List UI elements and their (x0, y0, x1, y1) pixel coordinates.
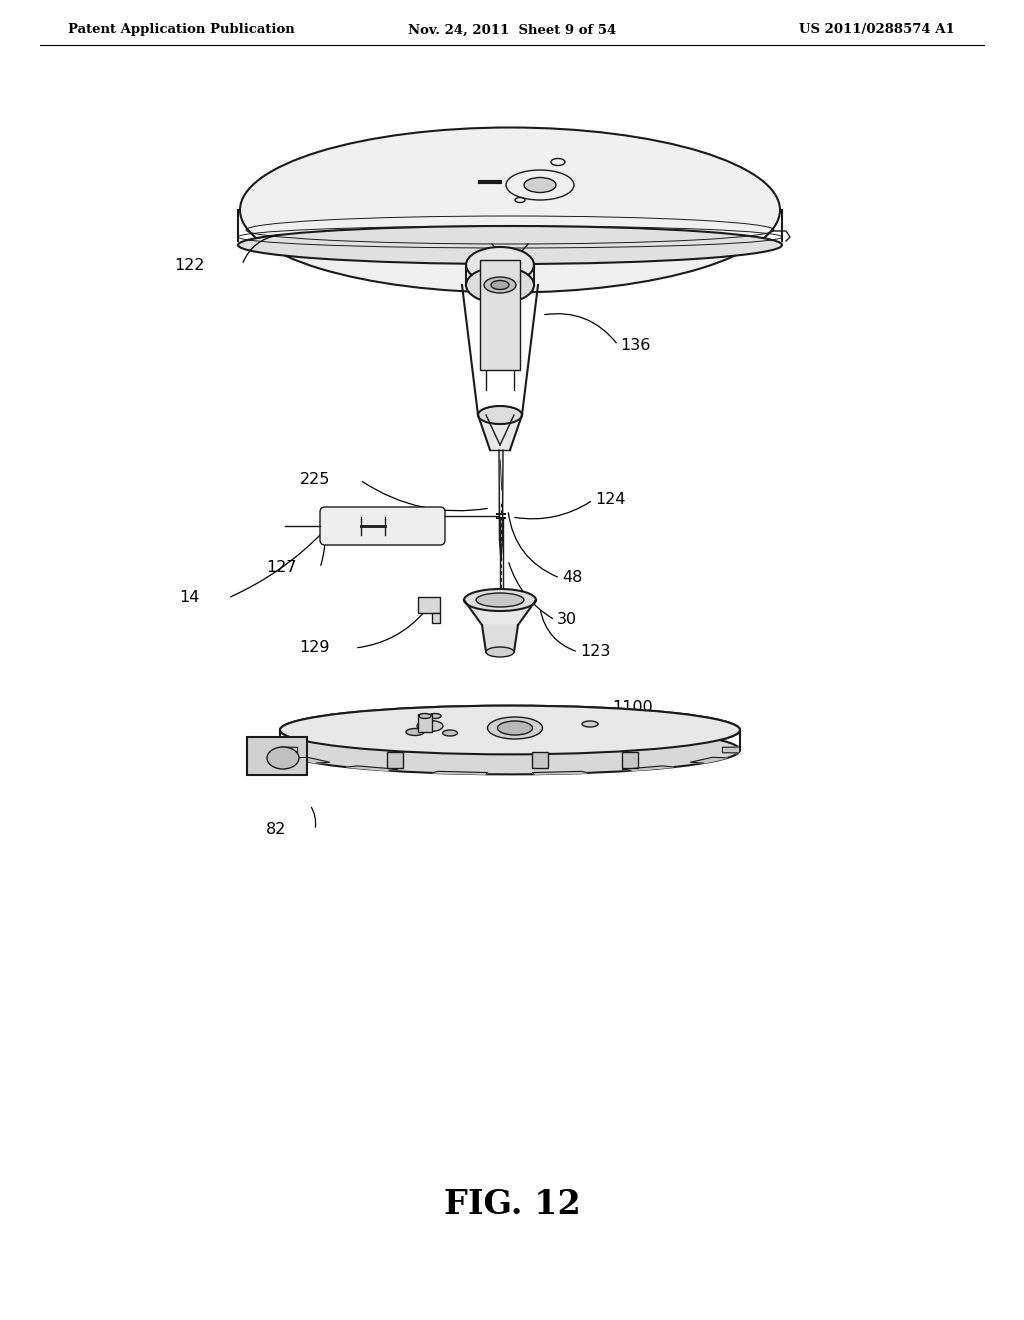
Bar (418, 714, 432, 733)
Polygon shape (292, 758, 330, 763)
Ellipse shape (524, 177, 556, 193)
Bar (480, 260, 520, 370)
Ellipse shape (484, 277, 516, 293)
Polygon shape (282, 727, 298, 733)
Text: 82: 82 (265, 822, 286, 837)
Polygon shape (623, 766, 674, 771)
Ellipse shape (582, 721, 598, 727)
Text: 48: 48 (562, 570, 583, 586)
Text: Nov. 24, 2011  Sheet 9 of 54: Nov. 24, 2011 Sheet 9 of 54 (408, 24, 616, 37)
Text: FIG. 12: FIG. 12 (443, 1188, 581, 1221)
Text: US 2011/0288574 A1: US 2011/0288574 A1 (800, 24, 955, 37)
Ellipse shape (466, 267, 534, 304)
Bar (418, 597, 440, 612)
Ellipse shape (419, 714, 431, 718)
Text: Patent Application Publication: Patent Application Publication (68, 24, 295, 37)
Polygon shape (346, 709, 397, 714)
Polygon shape (532, 771, 588, 775)
Text: 136: 136 (620, 338, 650, 352)
Polygon shape (623, 746, 674, 751)
Ellipse shape (490, 281, 509, 289)
Ellipse shape (476, 593, 524, 607)
Ellipse shape (486, 647, 514, 657)
Ellipse shape (280, 706, 740, 754)
Polygon shape (723, 727, 738, 733)
Polygon shape (292, 717, 330, 722)
Polygon shape (690, 758, 728, 763)
Ellipse shape (498, 721, 532, 735)
Polygon shape (346, 746, 397, 751)
Polygon shape (499, 450, 503, 540)
Text: 123: 123 (580, 644, 610, 660)
Text: 124: 124 (595, 492, 626, 507)
Bar (432, 612, 440, 623)
Ellipse shape (417, 721, 443, 731)
Text: 14: 14 (179, 590, 200, 606)
Polygon shape (690, 717, 728, 722)
Polygon shape (432, 771, 487, 775)
Polygon shape (282, 747, 298, 752)
Text: 127: 127 (266, 561, 297, 576)
Polygon shape (723, 747, 738, 752)
Text: 122: 122 (174, 257, 205, 272)
Text: 30: 30 (557, 612, 578, 627)
Polygon shape (623, 709, 674, 714)
Ellipse shape (466, 247, 534, 282)
Polygon shape (292, 738, 330, 743)
Ellipse shape (464, 589, 536, 611)
Ellipse shape (406, 729, 424, 735)
Polygon shape (464, 601, 536, 624)
Text: 225: 225 (300, 473, 330, 487)
Text: 129: 129 (299, 640, 330, 656)
Text: 1100: 1100 (612, 701, 652, 715)
Ellipse shape (240, 128, 780, 293)
Ellipse shape (280, 726, 740, 775)
Polygon shape (478, 414, 522, 450)
Bar (247, 737, 307, 775)
Ellipse shape (478, 407, 522, 424)
Ellipse shape (267, 747, 299, 770)
Polygon shape (482, 624, 518, 652)
Polygon shape (346, 766, 397, 771)
Polygon shape (432, 706, 487, 709)
Ellipse shape (280, 706, 740, 754)
Bar (532, 752, 548, 768)
Ellipse shape (487, 717, 543, 739)
Polygon shape (432, 751, 487, 754)
Ellipse shape (429, 714, 441, 718)
FancyBboxPatch shape (319, 507, 445, 545)
Polygon shape (690, 738, 728, 743)
Polygon shape (532, 751, 588, 754)
Bar (387, 752, 403, 768)
Bar (622, 752, 638, 768)
Polygon shape (532, 706, 588, 709)
Ellipse shape (442, 730, 458, 737)
Ellipse shape (238, 226, 782, 264)
